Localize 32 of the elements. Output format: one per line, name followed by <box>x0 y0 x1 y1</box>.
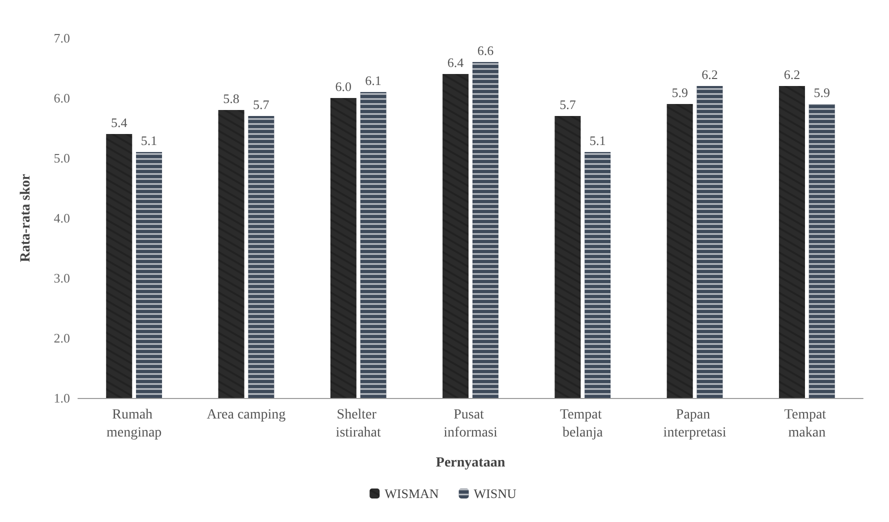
x-axis-title: Pernyataan <box>436 456 506 470</box>
data-label: 6.2 <box>784 67 800 82</box>
y-tick-label: 3.0 <box>54 270 70 286</box>
data-label: 5.7 <box>253 97 270 112</box>
y-tick-label: 1.0 <box>54 390 70 406</box>
x-tick-label: Rumah menginap <box>106 408 162 440</box>
data-label: 5.1 <box>589 133 606 148</box>
data-label: 6.0 <box>335 79 352 94</box>
y-tick-label: 2.0 <box>54 330 70 346</box>
data-label: 5.9 <box>814 85 830 100</box>
data-label: 5.7 <box>560 97 576 112</box>
data-label: 6.4 <box>447 55 464 70</box>
x-tick-label: Papan interpretasi <box>663 408 726 440</box>
data-label: 5.4 <box>110 115 128 130</box>
data-label: 6.1 <box>365 73 382 88</box>
x-tick-label: Shelter istirahat <box>336 408 382 440</box>
y-axis-title: Rata-rata skor <box>18 174 34 262</box>
y-tick-label: 4.0 <box>54 210 70 226</box>
data-label: 5.8 <box>223 91 240 106</box>
data-label: 6.6 <box>477 43 494 58</box>
x-tick-label: Tempat makan <box>784 408 830 440</box>
y-tick-label: 5.0 <box>54 150 70 166</box>
x-tick-label: Area camping <box>206 408 286 422</box>
legend-label: WISNU <box>474 486 517 501</box>
data-label: 5.1 <box>140 133 158 148</box>
x-tick-label: Tempat belanja <box>560 408 606 440</box>
y-tick-label: 6.0 <box>54 90 70 106</box>
data-label: 5.9 <box>672 85 688 100</box>
x-tick-label: Pusat informasi <box>444 408 498 440</box>
data-label: 6.2 <box>702 67 718 82</box>
legend-label: WISMAN <box>384 486 440 501</box>
y-tick-label: 7.0 <box>54 30 70 46</box>
